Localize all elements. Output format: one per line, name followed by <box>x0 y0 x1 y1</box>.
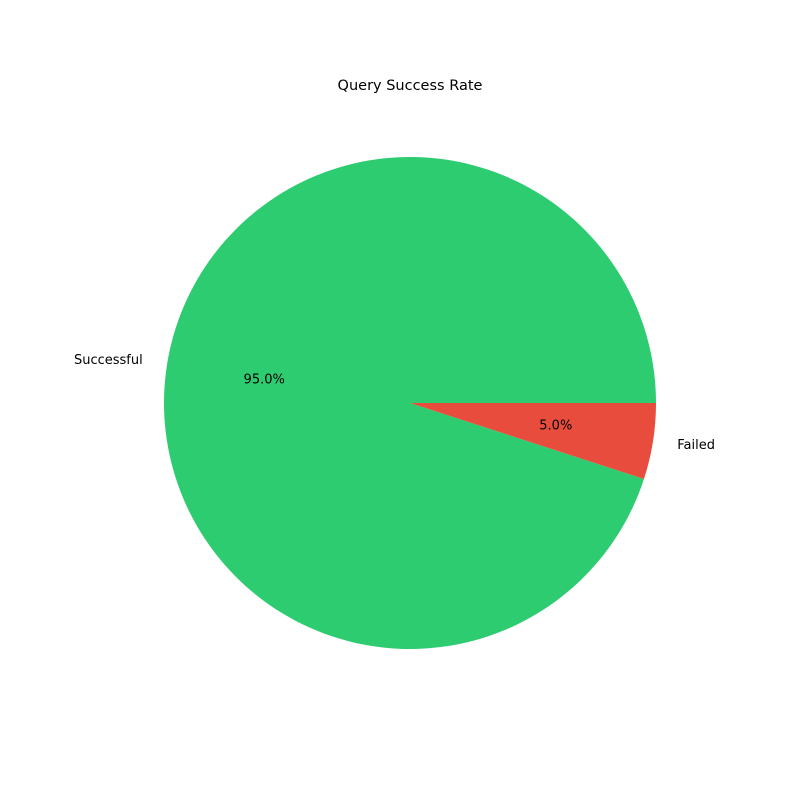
pie-slices <box>164 157 656 649</box>
slice-label-failed: Failed <box>677 438 715 453</box>
slice-label-successful: Successful <box>74 353 143 368</box>
percent-label-successful: 95.0% <box>244 372 285 387</box>
percent-label-failed: 5.0% <box>539 419 572 434</box>
chart-title: Query Success Rate <box>338 78 483 94</box>
